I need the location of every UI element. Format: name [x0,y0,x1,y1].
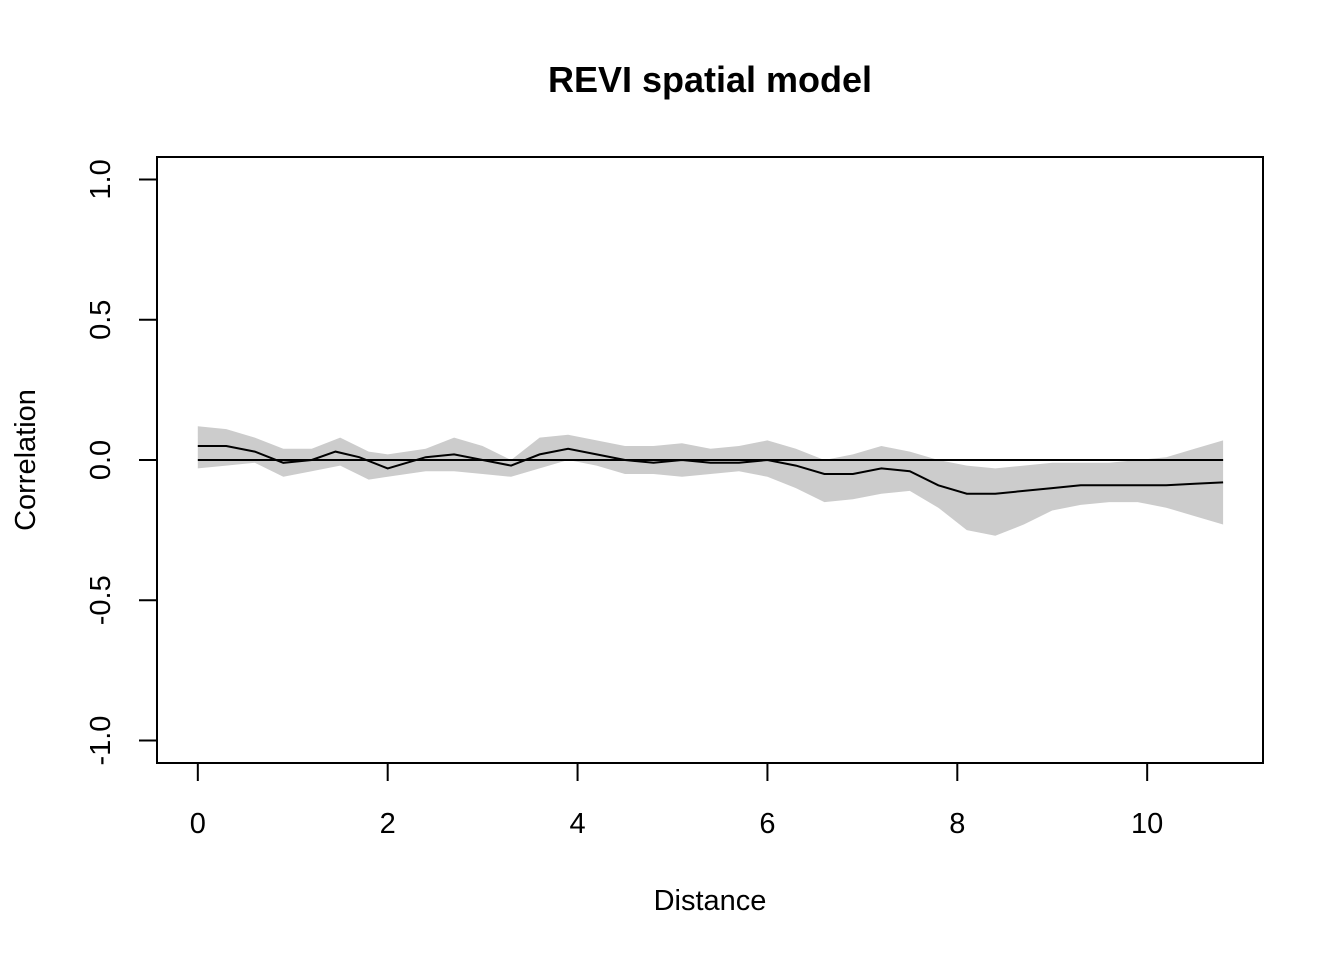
x-tick-label: 10 [1131,808,1163,840]
x-tick-label: 8 [949,808,965,840]
x-tick-label: 6 [759,808,775,840]
x-axis-label: Distance [654,885,767,917]
plot-frame [156,156,1264,764]
y-tick-label: 1.0 [85,159,117,199]
plot-area [197,426,1224,536]
chart-title: REVI spatial model [548,59,872,100]
y-tick-label: 0.5 [85,300,117,340]
y-axis-label: Correlation [10,389,42,531]
confidence-band [197,426,1224,536]
x-tick-label: 2 [380,808,396,840]
x-tick-label: 0 [190,808,206,840]
x-axis: 0 2 4 6 8 10 [190,763,1163,840]
y-tick-label: -0.5 [85,575,117,625]
y-tick-label: -1.0 [85,716,117,766]
y-tick-label: 0.0 [85,440,117,480]
x-tick-label: 4 [569,808,585,840]
y-axis: -1.0 -0.5 0.0 0.5 1.0 [85,159,157,766]
correlation-line [197,445,1224,495]
